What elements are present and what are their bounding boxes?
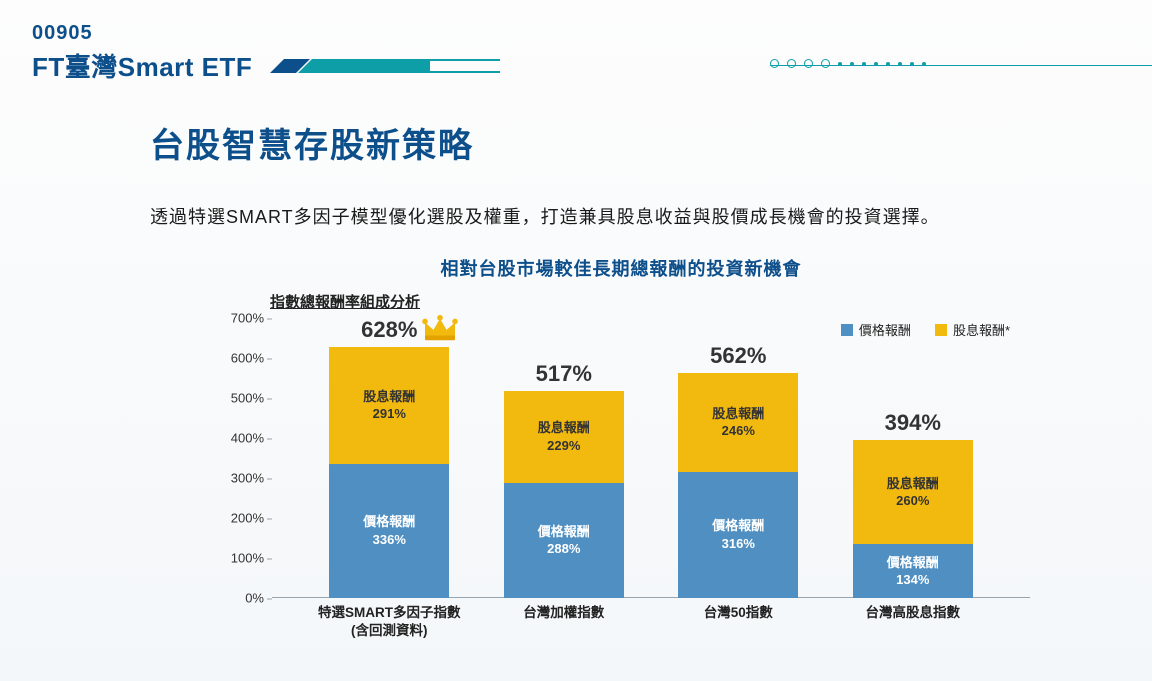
bar-segment-dividend: 股息報酬291% (329, 347, 449, 463)
stacked-bar: 股息報酬246%價格報酬316% (678, 373, 798, 598)
crown-icon (421, 313, 459, 343)
stacked-bar: 股息報酬260%價格報酬134% (853, 440, 973, 598)
chart-plot: 628% 股息報酬291%價格報酬336% 517% 股息報酬229%價格報酬288%… (272, 318, 1030, 598)
x-axis-label: 台灣高股息指數 (826, 598, 1001, 638)
bar-segment-dividend: 股息報酬246% (678, 373, 798, 471)
chart-title: 相對台股市場較佳長期總報酬的投資新機會 (150, 255, 1092, 281)
bar-total-label: 562% (710, 343, 766, 369)
x-axis-label: 特選SMART多因子指數(含回測資料) (302, 598, 477, 638)
bar-segment-price: 價格報酬316% (678, 472, 798, 598)
main-heading: 台股智慧存股新策略 (150, 118, 1092, 167)
bar-total-label: 394% (885, 410, 941, 436)
bar-segment-price: 價格報酬336% (329, 464, 449, 598)
y-axis-tick: 700% (214, 311, 264, 326)
bar-group: 517% 股息報酬229%價格報酬288% (477, 361, 652, 598)
chart-block: 相對台股市場較佳長期總報酬的投資新機會 指數總報酬率組成分析 價格報酬 股息報酬… (150, 255, 1092, 638)
x-axis-label: 台灣加權指數 (477, 598, 652, 638)
bar-segment-price: 價格報酬288% (504, 483, 624, 598)
chart-bars: 628% 股息報酬291%價格報酬336% 517% 股息報酬229%價格報酬288%… (272, 318, 1030, 598)
bar-total-label: 628% (361, 317, 417, 343)
y-axis-tick: 300% (214, 471, 264, 486)
bar-group: 628% 股息報酬291%價格報酬336% (302, 317, 477, 598)
bar-total-label: 517% (536, 361, 592, 387)
y-axis-tick: 0% (214, 591, 264, 606)
y-axis-tick: 500% (214, 391, 264, 406)
x-axis-label: 台灣50指數 (651, 598, 826, 638)
chart-x-labels: 特選SMART多因子指數(含回測資料)台灣加權指數台灣50指數台灣高股息指數 (272, 598, 1030, 638)
product-code: 00905 (32, 22, 1152, 45)
product-title: FT臺灣Smart ETF (32, 47, 252, 84)
main-subtitle: 透過特選SMART多因子模型優化選股及權重，打造兼具股息收益與股價成長機會的投資… (150, 203, 1092, 229)
bar-segment-price: 價格報酬134% (853, 544, 973, 598)
bar-group: 394% 股息報酬260%價格報酬134% (826, 410, 1001, 598)
main-content: 台股智慧存股新策略 透過特選SMART多因子模型優化選股及權重，打造兼具股息收益… (150, 118, 1092, 638)
wedge-decor-icon (270, 59, 500, 73)
stacked-bar: 股息報酬229%價格報酬288% (504, 391, 624, 598)
bar-segment-dividend: 股息報酬260% (853, 440, 973, 544)
title-line: FT臺灣Smart ETF (32, 47, 1152, 84)
decor-dots (770, 59, 926, 68)
chart-area: 價格報酬 股息報酬* 628%股息報酬291%價格報酬336%517%股息報酬2… (210, 318, 1030, 638)
y-axis-tick: 200% (214, 511, 264, 526)
y-axis-tick: 100% (214, 551, 264, 566)
decor-line (510, 65, 1152, 66)
y-axis-tick: 600% (214, 351, 264, 366)
bar-group: 562% 股息報酬246%價格報酬316% (651, 343, 826, 598)
bar-segment-dividend: 股息報酬229% (504, 391, 624, 483)
chart-subtitle: 指數總報酬率組成分析 (270, 291, 1092, 312)
stacked-bar: 股息報酬291%價格報酬336% (329, 347, 449, 598)
page-header: 00905 FT臺灣Smart ETF (32, 22, 1152, 84)
y-axis-tick: 400% (214, 431, 264, 446)
